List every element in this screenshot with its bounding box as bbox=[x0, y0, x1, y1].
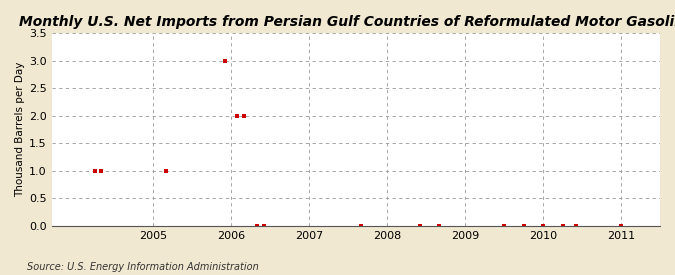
Title: Monthly U.S. Net Imports from Persian Gulf Countries of Reformulated Motor Gasol: Monthly U.S. Net Imports from Persian Gu… bbox=[19, 15, 675, 29]
Text: Source: U.S. Energy Information Administration: Source: U.S. Energy Information Administ… bbox=[27, 262, 259, 272]
Y-axis label: Thousand Barrels per Day: Thousand Barrels per Day bbox=[15, 62, 25, 197]
